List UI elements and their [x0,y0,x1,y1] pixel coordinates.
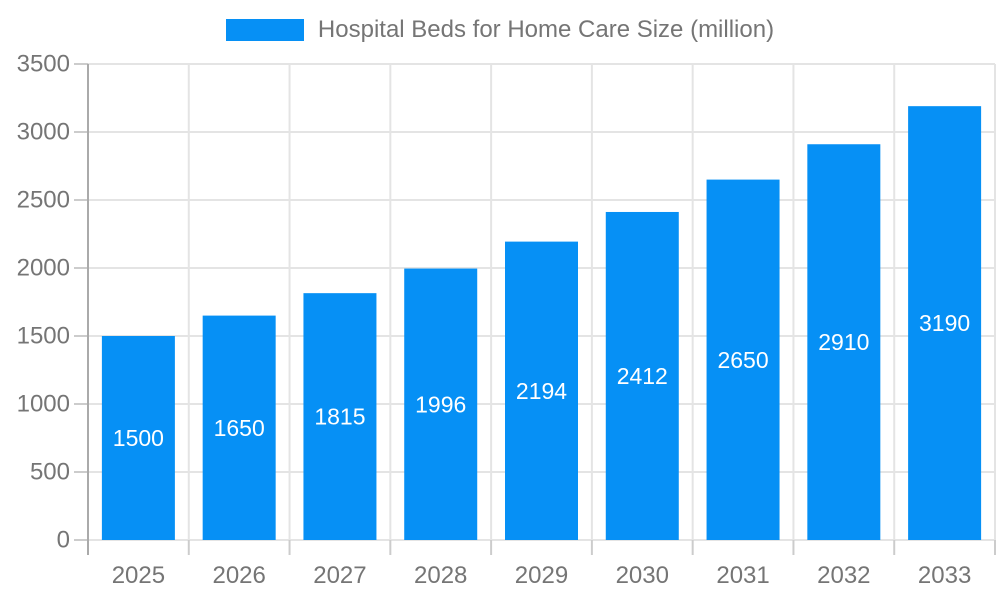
legend-label: Hospital Beds for Home Care Size (millio… [317,16,775,43]
bar-value-label: 2412 [617,363,668,389]
bar[interactable] [101,336,175,540]
x-axis-label: 2032 [817,562,870,589]
bar[interactable] [202,315,276,540]
bar-value-label: 1500 [113,425,164,451]
y-axis-label: 1500 [17,323,70,350]
y-axis-label: 2500 [17,187,70,214]
x-axis-label: 2033 [918,562,971,589]
bar[interactable] [807,144,881,541]
bar[interactable] [908,106,982,540]
y-axis-label: 3000 [17,119,70,146]
legend-item[interactable]: Hospital Beds for Home Care Size (millio… [0,18,1000,42]
bar[interactable] [404,268,478,540]
y-axis-label: 0 [57,527,70,554]
bar[interactable] [303,293,377,540]
bar-value-label: 1996 [415,391,466,417]
bar-value-label: 2910 [818,329,869,355]
bar-value-label: 1815 [314,404,365,430]
legend-marker-swatch [225,19,304,41]
y-axis-label: 3500 [17,51,70,78]
y-axis-label: 500 [30,459,70,486]
bar[interactable] [706,179,780,540]
x-axis-label: 2029 [515,562,568,589]
x-axis-label: 2026 [212,562,265,589]
bar-value-label: 3190 [919,310,970,336]
x-axis-label: 2030 [616,562,669,589]
y-axis-label: 2000 [17,255,70,282]
x-axis-label: 2027 [313,562,366,589]
bar[interactable] [605,211,679,540]
bar-value-label: 2194 [516,378,567,404]
y-axis-label: 1000 [17,391,70,418]
bar[interactable] [505,241,578,540]
x-axis-label: 2028 [414,562,467,589]
bar-value-label: 1650 [214,415,265,441]
bar-value-label: 2650 [717,347,768,373]
x-axis-label: 2025 [112,562,165,589]
x-axis-label: 2031 [716,562,769,589]
